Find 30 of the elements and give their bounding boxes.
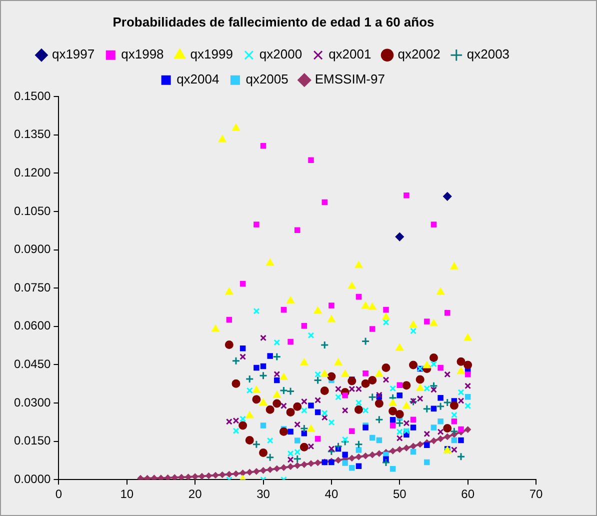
legend-label: qx2001	[328, 46, 372, 62]
x-tick-label: 40	[324, 487, 338, 502]
y-tick-label: 0.0750	[14, 280, 52, 294]
y-tick-label: 0.0150	[14, 434, 52, 448]
y-tick-label: 0.0300	[14, 395, 52, 410]
x-tick-label: 0	[55, 487, 62, 502]
y-tick-label: 0.1500	[14, 88, 52, 103]
x-tick-label: 70	[529, 487, 543, 502]
y-tick-label: 0.1350	[14, 127, 52, 142]
x-tick-label: 10	[120, 487, 134, 502]
x-tick-label: 20	[188, 487, 202, 502]
legend-label: qx2005	[246, 72, 288, 87]
y-tick-label: 0.1050	[14, 204, 52, 218]
y-tick-label: 0.0000	[14, 472, 52, 486]
legend-label: qx2000	[259, 46, 302, 62]
legend-label: qx2004	[176, 72, 220, 87]
legend-label: qx2003	[466, 46, 510, 62]
y-tick-label: 0.1200	[14, 166, 52, 180]
legend-label: qx1997	[52, 46, 95, 62]
legend-label: qx1999	[190, 46, 233, 62]
x-tick-label: 50	[392, 487, 407, 502]
y-tick-label: 0.0900	[14, 242, 52, 256]
legend-label: EMSSIM-97	[314, 72, 385, 87]
y-tick-label: 0.0600	[14, 318, 52, 333]
chart-title: Probabilidades de fallecimiento de edad 1 a 60 años	[112, 14, 434, 30]
y-tick-label: 0.0450	[14, 357, 52, 372]
legend-label: qx2002	[398, 46, 440, 62]
x-tick-label: 60	[461, 487, 475, 502]
legend-label: qx1998	[121, 46, 164, 62]
x-tick-label: 30	[256, 487, 270, 502]
